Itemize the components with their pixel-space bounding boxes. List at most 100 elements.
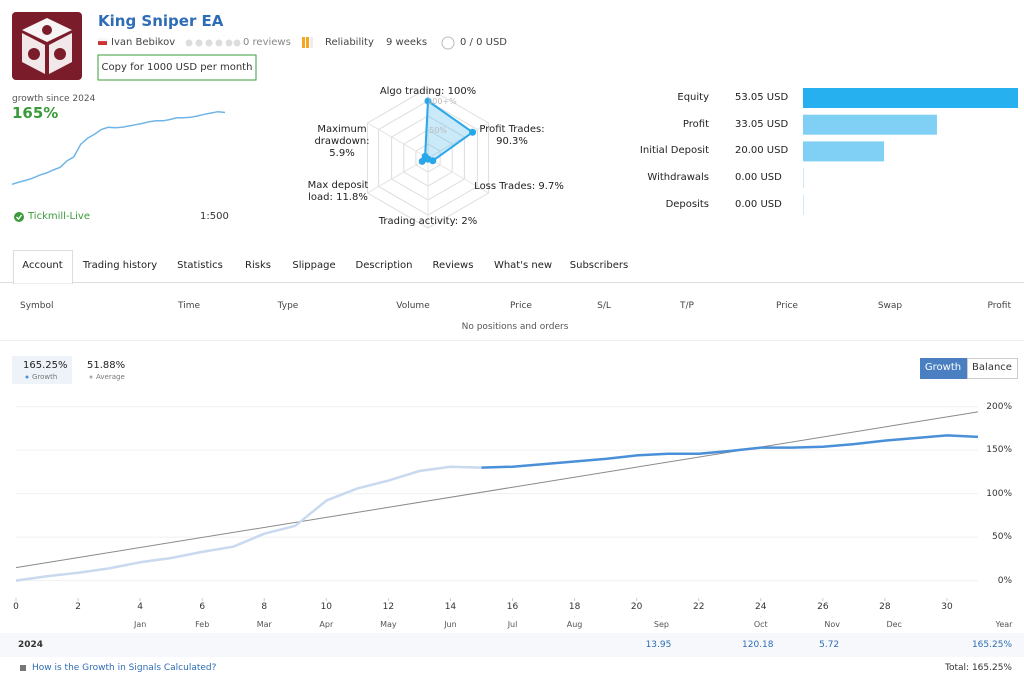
bar-label: Equity bbox=[677, 92, 709, 103]
balance-button-label[interactable]: Balance bbox=[972, 362, 1012, 373]
weeks: 9 weeks bbox=[386, 37, 428, 48]
subscribers: 0 / 0 USD bbox=[460, 37, 507, 48]
balance-bar bbox=[803, 114, 937, 135]
month-label: Jun bbox=[444, 620, 457, 629]
balance-button[interactable] bbox=[967, 358, 1018, 379]
growth-value: 165% bbox=[12, 104, 59, 122]
column-header: Time bbox=[177, 301, 201, 311]
tab[interactable]: Statistics bbox=[177, 260, 223, 271]
logo-dot bbox=[54, 48, 66, 60]
column-header: Profit bbox=[987, 301, 1011, 311]
reviews[interactable]: 0 reviews bbox=[243, 37, 291, 48]
bar-value: 0.00 USD bbox=[735, 198, 782, 210]
footer-row bbox=[0, 633, 1024, 657]
tab[interactable]: Description bbox=[355, 260, 413, 271]
tab[interactable]: Slippage bbox=[292, 260, 336, 271]
bar-label: Initial Deposit bbox=[639, 145, 709, 157]
y-tick-label: 150% bbox=[986, 445, 1012, 456]
balance-bar bbox=[803, 168, 804, 189]
column-header: Price bbox=[510, 301, 532, 311]
legend-name: Growth bbox=[32, 373, 58, 381]
tab[interactable]: What's new bbox=[493, 260, 553, 271]
radar-ring-label: 50% bbox=[429, 126, 447, 135]
month-label: Feb bbox=[195, 620, 210, 629]
x-tick-label: 4 bbox=[137, 602, 143, 612]
subscribers-icon bbox=[441, 36, 455, 50]
column-header: T/P bbox=[680, 301, 694, 311]
y-tick-label: 100% bbox=[986, 488, 1012, 499]
footer-total: Total: 165.25% bbox=[945, 663, 1012, 673]
radar-spoke bbox=[427, 122, 489, 159]
broker[interactable]: Tickmill-Live bbox=[28, 211, 90, 222]
growth-label: growth since 2024 bbox=[12, 94, 96, 104]
month-label: Jan bbox=[133, 620, 147, 629]
author[interactable]: Ivan Bebikov bbox=[111, 37, 176, 48]
active-tab bbox=[13, 250, 73, 284]
x-tick-label: 10 bbox=[320, 602, 333, 612]
x-tick-label: 28 bbox=[879, 602, 891, 612]
column-header: Price bbox=[776, 301, 798, 311]
legend-dot bbox=[89, 375, 93, 379]
radar-point bbox=[424, 97, 432, 105]
radar-ring-label: 100+% bbox=[427, 97, 457, 106]
footer-year-total: 165.25% bbox=[971, 640, 1012, 650]
month-label: Nov bbox=[824, 620, 840, 629]
copy-button[interactable]: Copy for 1000 USD per month bbox=[101, 62, 253, 73]
month-label: Apr bbox=[319, 620, 334, 629]
column-header: Swap bbox=[877, 301, 903, 311]
radar-spoke bbox=[367, 122, 429, 159]
x-tick-label: 12 bbox=[382, 602, 395, 612]
x-tick-label: 8 bbox=[261, 602, 268, 612]
bar-label: Deposits bbox=[665, 198, 709, 210]
x-tick-label: 22 bbox=[692, 602, 705, 612]
column-header: S/L bbox=[597, 301, 611, 311]
help-link[interactable]: How is the Growth in Signals Calculated? bbox=[32, 663, 217, 673]
x-tick-label: 26 bbox=[817, 602, 829, 612]
month-label: Dec bbox=[886, 620, 902, 629]
y-tick-label: 200% bbox=[986, 401, 1012, 412]
column-header: Type bbox=[277, 301, 299, 311]
tab[interactable]: Risks bbox=[245, 260, 271, 271]
copy-button-frame[interactable] bbox=[97, 54, 257, 81]
radar-spoke bbox=[427, 157, 489, 194]
undefined bbox=[481, 434, 979, 469]
x-tick-label: 18 bbox=[568, 602, 581, 612]
x-tick-label: 2 bbox=[75, 602, 81, 612]
tab[interactable]: Account bbox=[22, 260, 63, 271]
radar-label: Trading activity: 2% bbox=[378, 216, 478, 227]
month-label: Mar bbox=[256, 620, 272, 629]
y-tick-label: 0% bbox=[997, 575, 1012, 586]
check-icon bbox=[14, 212, 24, 222]
flag bbox=[97, 38, 108, 42]
x-tick-label: 24 bbox=[755, 602, 767, 612]
radar-label: Max deposit load: 11.8% bbox=[307, 180, 369, 203]
balance-bar bbox=[803, 141, 885, 162]
tab[interactable]: Reviews bbox=[432, 260, 474, 271]
growth-button-label[interactable]: Growth bbox=[924, 362, 962, 373]
month-label: Sep bbox=[653, 620, 670, 629]
legend-value: 51.88% bbox=[87, 360, 126, 371]
reliability-icon bbox=[302, 37, 305, 48]
bar-value: 0.00 USD bbox=[735, 172, 782, 184]
month-label: Aug bbox=[566, 620, 583, 629]
radar-label: Algo trading: 100% bbox=[379, 86, 477, 97]
bar-value: 20.00 USD bbox=[735, 145, 789, 157]
title: King Sniper EA bbox=[98, 12, 224, 30]
undefined bbox=[15, 465, 482, 582]
balance-bar bbox=[803, 88, 1018, 108]
reliability-icon bbox=[310, 37, 313, 48]
balance-bar bbox=[803, 194, 804, 215]
x-tick-label: 14 bbox=[444, 602, 457, 612]
radar-label: Maximum drawdown: 5.9% bbox=[314, 124, 370, 159]
radar-spoke bbox=[367, 157, 429, 194]
bar-label: Profit bbox=[682, 118, 709, 130]
tab[interactable]: Trading history bbox=[82, 260, 158, 271]
empty-message: No positions and orders bbox=[461, 322, 569, 332]
logo-dot bbox=[42, 25, 52, 35]
growth-button[interactable] bbox=[920, 358, 967, 379]
legend-box bbox=[12, 356, 72, 384]
radar-label: Profit Trades: 90.3% bbox=[479, 124, 545, 147]
tab[interactable]: Subscribers bbox=[569, 260, 629, 271]
reliability: Reliability bbox=[325, 37, 374, 48]
